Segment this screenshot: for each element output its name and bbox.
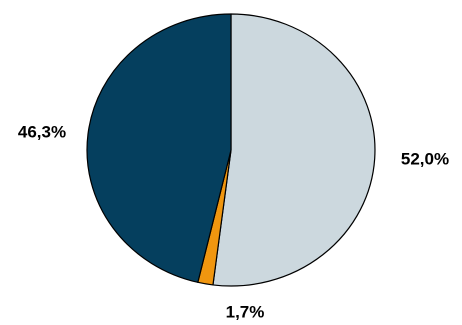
pie-slices xyxy=(86,13,376,287)
data-label-slice-2: 46,3% xyxy=(18,122,66,141)
pie-slice-0 xyxy=(212,13,376,287)
data-label-slice-0: 52,0% xyxy=(401,149,449,168)
pie-slice-2 xyxy=(86,13,232,283)
data-label-slice-1: 1,7% xyxy=(226,302,265,321)
